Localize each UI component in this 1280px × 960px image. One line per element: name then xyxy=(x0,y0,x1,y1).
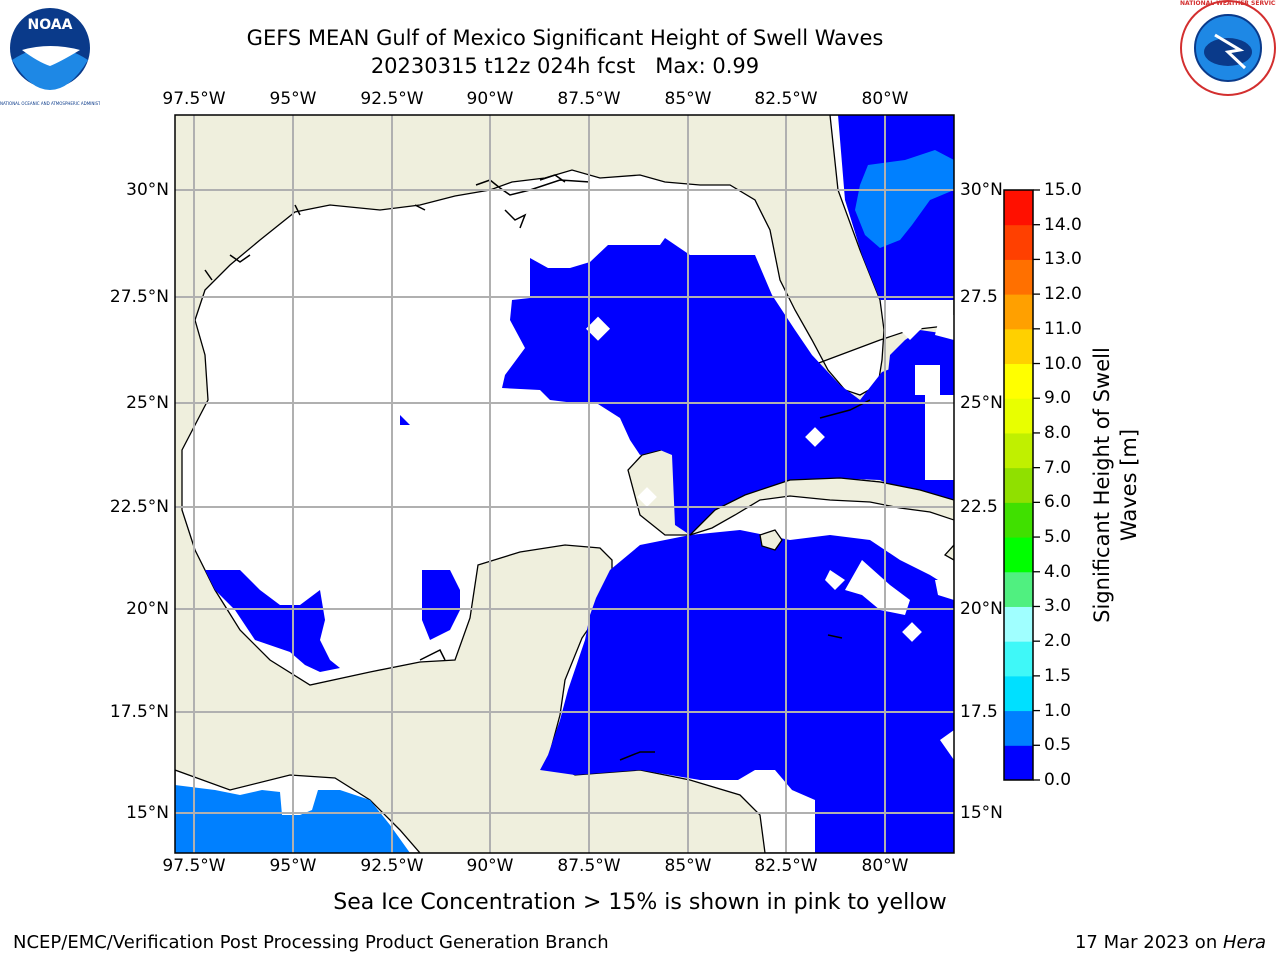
nws-ring-text: NATIONAL WEATHER SERVICE xyxy=(1180,0,1276,7)
hispaniola xyxy=(943,544,954,561)
lat-tick-left: 15°N xyxy=(126,803,169,823)
colorbar-tick-label: 13.0 xyxy=(1044,249,1082,270)
colorbar-tick-label: 1.0 xyxy=(1044,700,1072,721)
colorbar-bin xyxy=(1004,571,1033,607)
colorbar-frame xyxy=(1003,189,1034,781)
lat-tick-right: 27.5 xyxy=(960,287,998,307)
colorbar-bin xyxy=(1004,745,1033,781)
lat-tick-right: 17.5 xyxy=(960,702,998,722)
nws-logo xyxy=(1180,0,1276,96)
colorbar-tick-label: 0.5 xyxy=(1044,735,1072,756)
colorbar-tick-label: 15.0 xyxy=(1044,180,1082,200)
lat-tick-left: 25°N xyxy=(126,393,169,413)
lat-tick-right: 30°N xyxy=(960,180,1003,200)
lat-tick-right: 20°N xyxy=(960,599,1003,619)
colorbar-bin xyxy=(1004,606,1033,642)
colorbar-bin xyxy=(1004,467,1033,503)
colorbar-bin xyxy=(1004,224,1033,260)
colorbar-bin xyxy=(1004,641,1033,677)
colorbar-bin xyxy=(1004,502,1033,538)
lat-tick-left: 20°N xyxy=(126,599,169,619)
footer-date: 17 Mar 2023 on Hera xyxy=(1075,932,1266,953)
colorbar-tick-label: 0.0 xyxy=(1044,770,1072,790)
isle-of-youth xyxy=(759,529,783,551)
cuba xyxy=(689,477,954,536)
lon-tick-top: 82.5°W xyxy=(754,89,818,109)
noaa-ring-text: NATIONAL OCEANIC AND ATMOSPHERIC ADMINIS… xyxy=(0,101,100,106)
lat-tick-left: 30°N xyxy=(126,180,169,200)
colorbar-label: Significant Height of Swell Waves [m] xyxy=(1090,347,1141,623)
lon-tick-top: 95°W xyxy=(269,89,317,109)
colorbar-bin xyxy=(1004,537,1033,573)
map-frame xyxy=(174,114,955,854)
land-masses xyxy=(689,477,954,561)
colorbar-bin xyxy=(1004,259,1033,295)
lat-tick-left: 22.5°N xyxy=(109,497,169,517)
colorbar-tick-label: 11.0 xyxy=(1044,318,1082,339)
colorbar-tick-label: 6.0 xyxy=(1044,492,1072,513)
colorbar-tick-label: 3.0 xyxy=(1044,596,1072,617)
lat-tick-left: 17.5°N xyxy=(109,702,169,722)
lon-tick-bottom: 92.5°W xyxy=(360,856,424,876)
calm-patches xyxy=(585,310,954,760)
lon-tick-top: 87.5°W xyxy=(557,89,621,109)
footer-host: Hera xyxy=(1222,932,1266,953)
lon-tick-bottom: 82.5°W xyxy=(754,856,818,876)
lat-tick-right: 25°N xyxy=(960,393,1003,413)
chart-title: GEFS MEAN Gulf of Mexico Significant Hei… xyxy=(246,26,884,50)
lon-tick-bottom: 80°W xyxy=(861,856,909,876)
lon-tick-top: 90°W xyxy=(466,89,514,109)
colorbar-bin xyxy=(1004,432,1033,469)
lat-tick-left: 27.5°N xyxy=(109,287,169,307)
lon-tick-bottom: 90°W xyxy=(466,856,514,876)
colorbar-tick-label: 7.0 xyxy=(1044,457,1072,478)
lon-tick-top: 92.5°W xyxy=(360,89,424,109)
colorbar-bin xyxy=(1004,363,1033,399)
lon-tick-bottom: 85°W xyxy=(664,856,712,876)
lat-tick-right: 15°N xyxy=(960,803,1003,823)
colorbar-tick-label: 8.0 xyxy=(1044,422,1072,443)
map-layers xyxy=(175,115,954,853)
noaa-logo-text: NOAA xyxy=(27,17,73,33)
colorbar-tick-label: 14.0 xyxy=(1044,214,1082,235)
lon-tick-bottom: 87.5°W xyxy=(557,856,621,876)
lon-tick-top: 80°W xyxy=(861,89,909,109)
colorbar xyxy=(1003,189,1040,781)
colorbar-tick-label: 9.0 xyxy=(1044,388,1072,409)
noaa-logo xyxy=(0,0,100,98)
footer-date-text: 17 Mar 2023 on xyxy=(1074,932,1223,953)
footer-credit: NCEP/EMC/Verification Post Processing Pr… xyxy=(13,932,609,953)
colorbar-bin xyxy=(1004,710,1033,746)
colorbar-tick-label: 5.0 xyxy=(1044,527,1072,548)
colorbar-tick-label: 1.5 xyxy=(1044,665,1072,686)
swell-0-0.5m xyxy=(205,115,954,853)
colorbar-tick-label: 2.0 xyxy=(1044,631,1072,652)
colorbar-tick-label: 10.0 xyxy=(1044,353,1082,374)
chart-subtitle: 20230315 t12z 024h fcst Max: 0.99 xyxy=(370,54,760,78)
graticule xyxy=(175,115,954,853)
colorbar-bin xyxy=(1004,190,1033,226)
colorbar-bin xyxy=(1004,328,1033,365)
colorbar-bin xyxy=(1004,294,1033,330)
lon-tick-bottom: 95°W xyxy=(269,856,317,876)
lon-tick-bottom: 97.5°W xyxy=(162,856,226,876)
lat-tick-right: 22.5 xyxy=(960,497,998,517)
colorbar-bin xyxy=(1004,398,1033,434)
lon-tick-top: 97.5°W xyxy=(162,89,226,109)
colorbar-tick-label: 4.0 xyxy=(1044,561,1072,582)
colorbar-bin xyxy=(1004,675,1033,712)
sea-ice-note: Sea Ice Concentration > 15% is shown in … xyxy=(333,890,947,915)
colorbar-tick-label: 12.0 xyxy=(1044,284,1082,305)
lon-tick-top: 85°W xyxy=(664,89,712,109)
